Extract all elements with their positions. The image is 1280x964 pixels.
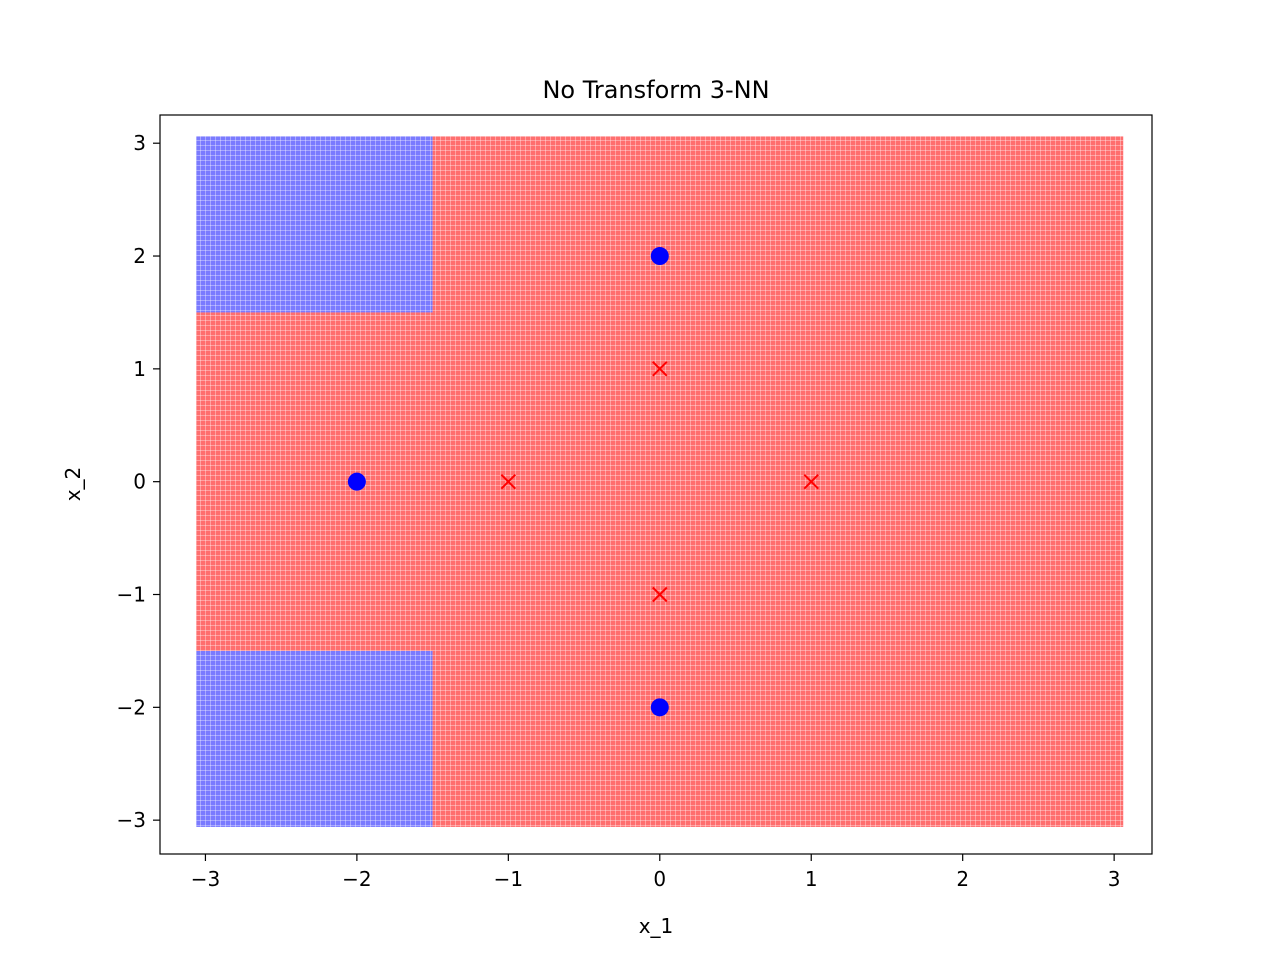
chart-title: No Transform 3-NN bbox=[542, 76, 769, 104]
x-tick-label: 1 bbox=[805, 867, 818, 891]
negative-point bbox=[500, 473, 517, 490]
data-points bbox=[347, 247, 819, 717]
decision-region-texture bbox=[196, 136, 433, 313]
decision-regions bbox=[196, 136, 1124, 827]
x-tick-label: −2 bbox=[342, 867, 371, 891]
decision-region-texture bbox=[196, 312, 1124, 651]
y-axis-ticks: −3 −2 −1 0 1 2 3 bbox=[117, 131, 160, 832]
x-tick-label: 0 bbox=[653, 867, 666, 891]
x-axis-ticks: −3 −2 −1 0 1 2 3 bbox=[191, 854, 1121, 891]
y-tick-label: −2 bbox=[117, 695, 146, 719]
x-axis-label: x_1 bbox=[639, 914, 674, 938]
x-tick-label: 2 bbox=[956, 867, 969, 891]
y-tick-label: 2 bbox=[133, 244, 146, 268]
y-tick-label: −3 bbox=[117, 808, 146, 832]
y-tick-label: 1 bbox=[133, 357, 146, 381]
y-tick-label: 0 bbox=[133, 470, 146, 494]
negative-point bbox=[652, 586, 668, 603]
positive-point bbox=[347, 472, 366, 491]
y-tick-label: −1 bbox=[117, 583, 146, 607]
x-tick-label: 3 bbox=[1108, 867, 1121, 891]
positive-point bbox=[650, 247, 669, 266]
axes-frame bbox=[159, 114, 1153, 855]
x-tick-label: −3 bbox=[191, 867, 220, 891]
x-tick-label: −1 bbox=[494, 867, 523, 891]
negative-point bbox=[652, 361, 668, 377]
positive-point bbox=[650, 698, 669, 717]
y-axis-label: x_2 bbox=[61, 467, 85, 502]
decision-region-texture bbox=[432, 136, 1124, 313]
decision-region-texture bbox=[432, 650, 1124, 827]
y-tick-label: 3 bbox=[133, 131, 146, 155]
decision-region-texture bbox=[196, 650, 433, 827]
negative-point bbox=[803, 473, 819, 490]
